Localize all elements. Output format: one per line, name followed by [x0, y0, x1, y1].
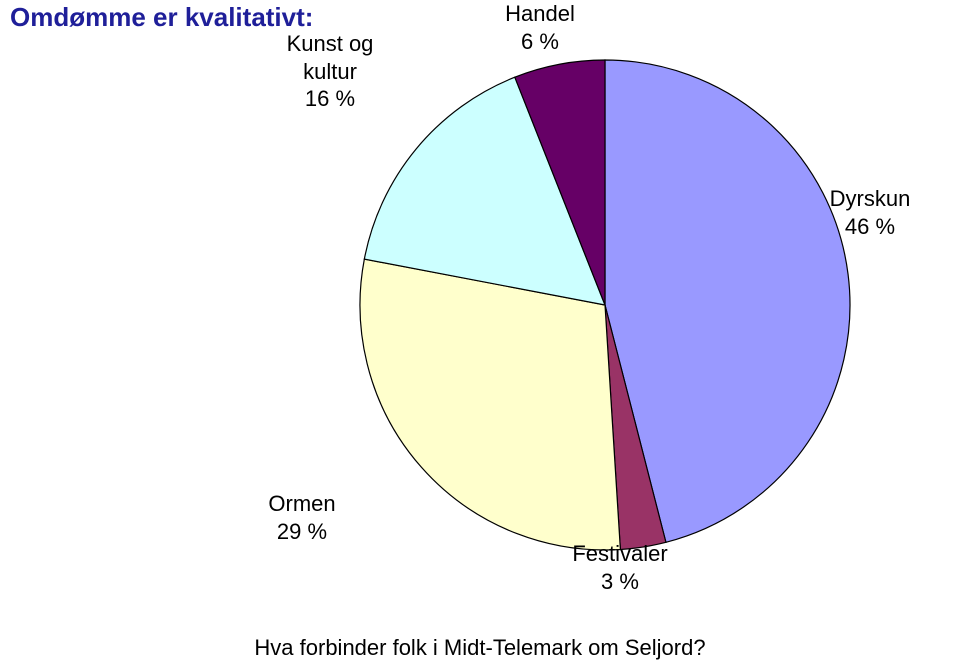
- label-kunst: Kunst og kultur 16 %: [230, 30, 430, 113]
- label-dyrskun: Dyrskun 46 %: [770, 185, 960, 240]
- chart-title: Omdømme er kvalitativt:: [10, 2, 313, 33]
- label-festivaler: Festivaler 3 %: [520, 540, 720, 595]
- chart-caption: Hva forbinder folk i Midt-Telemark om Se…: [0, 635, 960, 661]
- pie-chart: [358, 58, 852, 552]
- label-handel: Handel 6 %: [440, 0, 640, 55]
- label-ormen: Ormen 29 %: [202, 490, 402, 545]
